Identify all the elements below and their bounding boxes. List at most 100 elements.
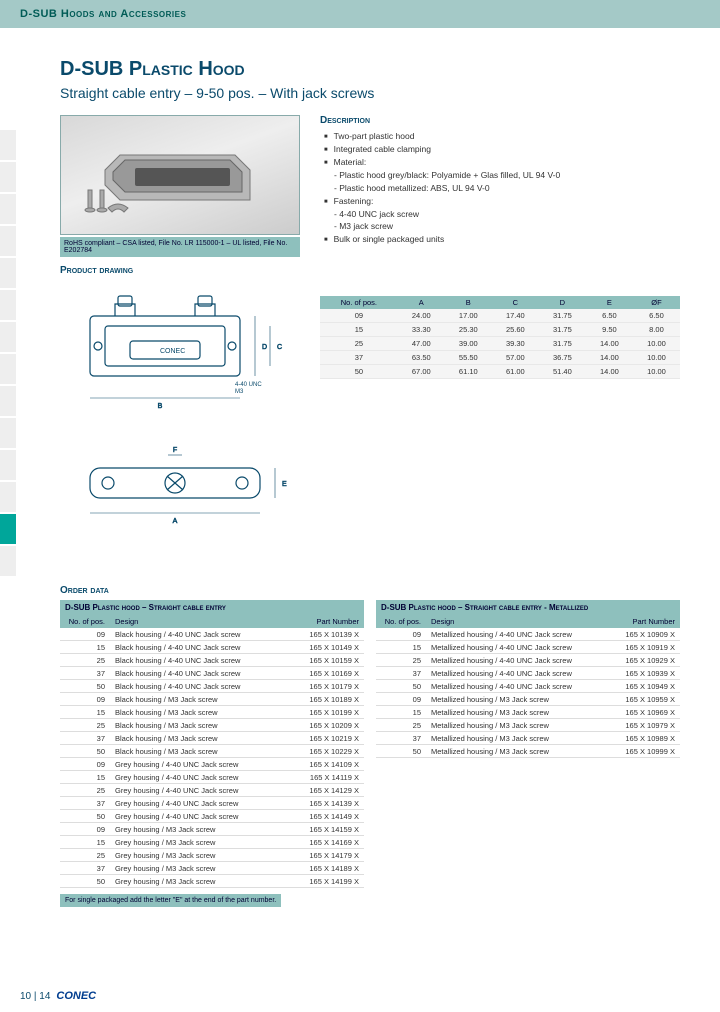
table-row: 15Metallized housing / 4-40 UNC Jack scr… <box>376 641 680 654</box>
product-photo <box>60 115 300 235</box>
order-left-table: No. of pos.DesignPart Number 09Black hou… <box>60 615 364 888</box>
page: D-SUB Hoods and Accessories D-SUB Plasti… <box>0 0 720 1012</box>
table-row: 15Black housing / 4-40 UNC Jack screw165… <box>60 641 364 654</box>
table-row: 37Black housing / M3 Jack screw165 X 102… <box>60 732 364 745</box>
table-row: 50Grey housing / M3 Jack screw165 X 1419… <box>60 875 364 888</box>
page-number: 10 | 14 <box>20 991 50 1002</box>
desc-sub: - Plastic hood grey/black: Polyamide + G… <box>320 169 680 182</box>
table-row: 25Grey housing / 4-40 UNC Jack screw165 … <box>60 784 364 797</box>
top-row: RoHS compliant – CSA listed, File No. LR… <box>60 115 680 257</box>
table-row: 37Metallized housing / M3 Jack screw165 … <box>376 732 680 745</box>
active-tab <box>0 514 16 544</box>
table-row: 3763.5055.5057.0036.7514.0010.00 <box>320 351 680 365</box>
table-row: 25Black housing / 4-40 UNC Jack screw165… <box>60 654 364 667</box>
desc-item: Bulk or single packaged units <box>324 233 680 246</box>
svg-text:E: E <box>282 481 287 488</box>
dim-column: No. of pos.ABCDEØF 0924.0017.0017.4031.7… <box>320 286 680 535</box>
col-header: Design <box>110 615 284 628</box>
table-row: 37Metallized housing / 4-40 UNC Jack scr… <box>376 667 680 680</box>
col-header: Design <box>426 615 600 628</box>
brand-logo: CONEC <box>56 990 96 1002</box>
order-right-title: D-SUB Plastic hood – Straight cable entr… <box>376 600 680 615</box>
desc-sub: - Plastic hood metallized: ABS, UL 94 V-… <box>320 182 680 195</box>
table-row: 0924.0017.0017.4031.756.506.50 <box>320 309 680 323</box>
page-footer: 10 | 14 CONEC <box>20 990 96 1002</box>
table-row: 2547.0039.0039.3031.7514.0010.00 <box>320 337 680 351</box>
table-row: 15Grey housing / 4-40 UNC Jack screw165 … <box>60 771 364 784</box>
photo-column: RoHS compliant – CSA listed, File No. LR… <box>60 115 300 257</box>
description-list: Two-part plastic hood Integrated cable c… <box>320 130 680 169</box>
drawing-column: CONEC B D C 4-40 UNC M3 <box>60 286 300 535</box>
table-row: 1533.3025.3025.6031.759.508.00 <box>320 323 680 337</box>
table-row: 50Metallized housing / M3 Jack screw165 … <box>376 745 680 758</box>
table-row: 09Metallized housing / 4-40 UNC Jack scr… <box>376 628 680 641</box>
table-row: 15Metallized housing / M3 Jack screw165 … <box>376 706 680 719</box>
table-row: 50Grey housing / 4-40 UNC Jack screw165 … <box>60 810 364 823</box>
col-header: Part Number <box>600 615 680 628</box>
tech-drawing-side: A E F <box>60 443 300 533</box>
col-header: No. of pos. <box>320 296 398 309</box>
col-header: B <box>445 296 492 309</box>
svg-text:D: D <box>262 344 267 351</box>
subtitle: Straight cable entry – 9-50 pos. – With … <box>60 85 680 101</box>
table-row: 09Black housing / 4-40 UNC Jack screw165… <box>60 628 364 641</box>
col-header: Part Number <box>284 615 364 628</box>
page-title: D-SUB Plastic Hood <box>60 58 680 81</box>
col-header: ØF <box>633 296 680 309</box>
desc-item: Fastening: <box>324 195 680 208</box>
svg-text:CONEC: CONEC <box>160 348 185 355</box>
table-row: 50Black housing / 4-40 UNC Jack screw165… <box>60 680 364 693</box>
table-row: 37Grey housing / 4-40 UNC Jack screw165 … <box>60 797 364 810</box>
desc-item: Integrated cable clamping <box>324 143 680 156</box>
col-header: A <box>398 296 445 309</box>
table-row: 37Grey housing / M3 Jack screw165 X 1418… <box>60 862 364 875</box>
table-row: 15Black housing / M3 Jack screw165 X 101… <box>60 706 364 719</box>
header-title: D-SUB Hoods and Accessories <box>20 8 186 20</box>
content: D-SUB Plastic Hood Straight cable entry … <box>0 28 720 907</box>
table-row: 09Grey housing / M3 Jack screw165 X 1415… <box>60 823 364 836</box>
svg-text:4-40 UNC: 4-40 UNC <box>235 382 262 388</box>
col-header: D <box>539 296 586 309</box>
table-row: 37Black housing / 4-40 UNC Jack screw165… <box>60 667 364 680</box>
col-header: No. of pos. <box>376 615 426 628</box>
desc-sub: - M3 jack screw <box>320 220 680 233</box>
drawing-heading: Product drawing <box>60 265 680 276</box>
table-row: 50Metallized housing / 4-40 UNC Jack scr… <box>376 680 680 693</box>
order-left-title: D-SUB Plastic hood – Straight cable entr… <box>60 600 364 615</box>
description-heading: Description <box>320 115 680 126</box>
svg-text:M3: M3 <box>235 389 244 395</box>
description-column: Description Two-part plastic hood Integr… <box>320 115 680 257</box>
description-list: Fastening: <box>320 195 680 208</box>
table-row: 25Metallized housing / M3 Jack screw165 … <box>376 719 680 732</box>
desc-item: Two-part plastic hood <box>324 130 680 143</box>
footnote: For single packaged add the letter "E" a… <box>60 894 281 907</box>
svg-text:F: F <box>173 447 177 454</box>
desc-item: Material: <box>324 156 680 169</box>
table-row: 09Grey housing / 4-40 UNC Jack screw165 … <box>60 758 364 771</box>
description-list: Bulk or single packaged units <box>320 233 680 246</box>
table-row: 25Metallized housing / 4-40 UNC Jack scr… <box>376 654 680 667</box>
table-row: 5067.0061.1061.0051.4014.0010.00 <box>320 365 680 379</box>
col-header: C <box>492 296 539 309</box>
order-row: D-SUB Plastic hood – Straight cable entr… <box>60 600 680 907</box>
svg-text:B: B <box>158 403 163 410</box>
dimension-table: No. of pos.ABCDEØF 0924.0017.0017.4031.7… <box>320 296 680 379</box>
table-row: 50Black housing / M3 Jack screw165 X 102… <box>60 745 364 758</box>
col-header: No. of pos. <box>60 615 110 628</box>
svg-text:C: C <box>277 344 282 351</box>
table-row: 09Black housing / M3 Jack screw165 X 101… <box>60 693 364 706</box>
desc-sub: - 4-40 UNC jack screw <box>320 208 680 221</box>
table-row: 25Black housing / M3 Jack screw165 X 102… <box>60 719 364 732</box>
tech-drawing-top: CONEC B D C 4-40 UNC M3 <box>60 286 300 416</box>
order-right-table: No. of pos.DesignPart Number 09Metallize… <box>376 615 680 758</box>
drawing-row: CONEC B D C 4-40 UNC M3 <box>60 286 680 535</box>
table-row: 15Grey housing / M3 Jack screw165 X 1416… <box>60 836 364 849</box>
order-heading: Order data <box>60 585 680 596</box>
table-row: 25Grey housing / M3 Jack screw165 X 1417… <box>60 849 364 862</box>
order-left: D-SUB Plastic hood – Straight cable entr… <box>60 600 364 907</box>
table-row: 09Metallized housing / M3 Jack screw165 … <box>376 693 680 706</box>
svg-text:A: A <box>173 518 178 525</box>
col-header: E <box>586 296 633 309</box>
rohs-note: RoHS compliant – CSA listed, File No. LR… <box>60 237 300 257</box>
order-section: Order data D-SUB Plastic hood – Straight… <box>60 585 680 907</box>
